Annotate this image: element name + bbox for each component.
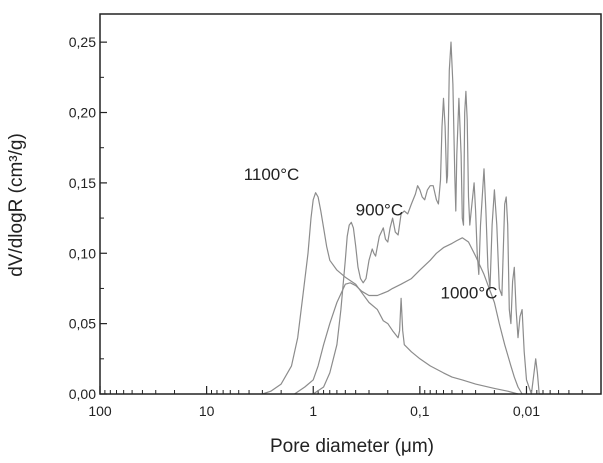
series-labels: 1100°C 900°C 1000°C bbox=[244, 165, 498, 302]
y-tick-label: 0,00 bbox=[69, 386, 96, 402]
y-tick-label: 0,10 bbox=[69, 245, 96, 261]
x-tick-label: 0,1 bbox=[410, 403, 430, 419]
x-tick-label: 100 bbox=[88, 403, 112, 419]
series-line-900 bbox=[312, 41, 543, 395]
series-lines bbox=[262, 41, 543, 395]
y-tick-label: 0,20 bbox=[69, 105, 96, 121]
axis-ticks bbox=[99, 41, 583, 395]
x-tick-label: 10 bbox=[199, 403, 215, 419]
y-axis-title: dV/dlogR (cm³/g) bbox=[6, 133, 27, 277]
series-line-1100 bbox=[262, 192, 519, 395]
x-tick-label: 1 bbox=[309, 403, 317, 419]
x-axis-tick-labels: 100 10 1 0,1 0,01 bbox=[88, 403, 540, 419]
plot-frame bbox=[99, 13, 602, 395]
y-axis-tick-labels: 0,00 0,05 0,10 0,15 0,20 0,25 bbox=[69, 34, 96, 402]
x-tick-label: 0,01 bbox=[513, 403, 540, 419]
y-tick-label: 0,15 bbox=[69, 175, 96, 191]
series-label-1000: 1000°C bbox=[441, 283, 498, 302]
y-tick-label: 0,25 bbox=[69, 34, 96, 50]
series-label-1100: 1100°C bbox=[244, 165, 300, 184]
x-axis-title: Pore diameter (μm) bbox=[270, 436, 434, 457]
y-tick-label: 0,05 bbox=[69, 316, 96, 332]
series-line-1000 bbox=[294, 237, 523, 395]
series-label-900: 900°C bbox=[356, 200, 403, 219]
